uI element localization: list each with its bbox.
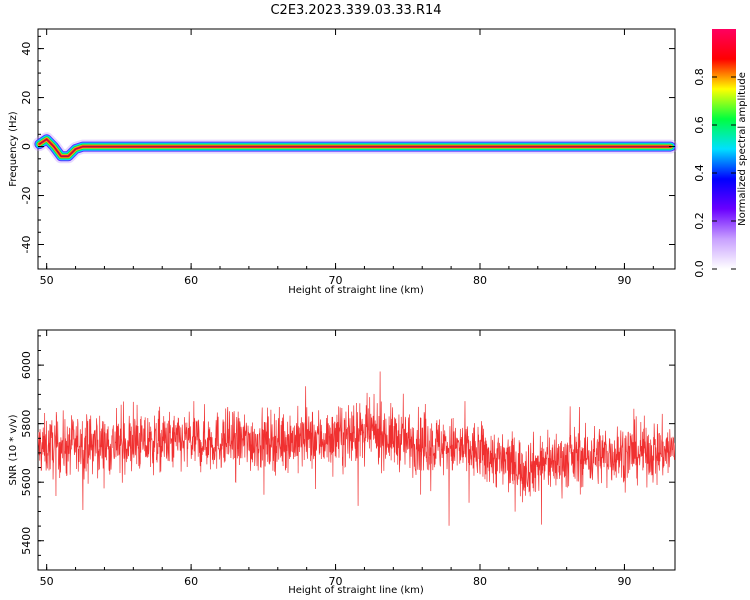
- colorbar-tick-label: 0.8: [693, 68, 706, 86]
- snr-ylabel: SNR (10 * v/v): [8, 414, 19, 485]
- spectrogram-ytick-label: 40: [20, 42, 33, 56]
- colorbar-tick-label: 0.0: [693, 260, 706, 278]
- snr-ytick-label: 5400: [20, 527, 33, 555]
- spectrogram-xtick-label: 90: [617, 274, 631, 287]
- figure-title: C2E3.2023.339.03.33.R14: [270, 3, 441, 18]
- spectrogram-marks: [32, 132, 678, 164]
- snr-xtick-label: 50: [40, 575, 54, 588]
- colorbar-tick-label: 0.2: [693, 212, 706, 230]
- snr-ytick-label: 5800: [20, 410, 33, 438]
- spectrogram-ridge: [39, 138, 671, 157]
- snr-xtick-label: 80: [473, 575, 487, 588]
- snr-axes: 50 60 70 80 90 5400 5600 5800 6000: [20, 330, 675, 588]
- snr-series-line: [38, 371, 675, 526]
- snr-ytick-label: 6000: [20, 351, 33, 379]
- colorbar-tick-label: 0.4: [693, 164, 706, 182]
- snr-xtick-label: 90: [617, 575, 631, 588]
- colorbar-ticks: 0.0 0.2 0.4 0.6 0.8: [693, 68, 736, 278]
- colorbar-tick-label: 0.6: [693, 116, 706, 134]
- spectrogram-ylabel: Frequency (Hz): [8, 111, 19, 187]
- spectrogram-xlabel: Height of straight line (km): [288, 285, 424, 296]
- colorbar-label: Normalized spectral amplitude: [737, 72, 748, 226]
- spectrogram-ytick-label: -40: [20, 236, 33, 254]
- colorbar: 0.0 0.2 0.4 0.6 0.8 Normalized spectral ampl…: [693, 29, 748, 278]
- spectrogram-xtick-label: 60: [184, 274, 198, 287]
- snr-ytick-label: 5600: [20, 468, 33, 496]
- spectrogram-ytick-label: 20: [20, 91, 33, 105]
- snr-xlabel: Height of straight line (km): [288, 585, 424, 596]
- spectrogram-xtick-label: 70: [329, 274, 343, 287]
- spectrogram-panel: 50 60 70 80 90 -40 -20 0 20 40 Height of straight…: [8, 28, 678, 296]
- snr-xtick-label: 60: [184, 575, 198, 588]
- spectrogram-ytick-label: 0: [20, 143, 33, 150]
- snr-panel: 50 60 70 80 90 5400 5600 5800 6000 Height of str…: [8, 329, 676, 596]
- colorbar-gradient: [712, 29, 736, 269]
- spectrogram-xtick-label: 50: [40, 274, 54, 287]
- spectrogram-xtick-label: 80: [473, 274, 487, 287]
- snr-marks: [38, 371, 675, 526]
- spectrogram-ytick-label: -20: [20, 187, 33, 205]
- snr-xtick-label: 70: [329, 575, 343, 588]
- spectrogram-axes: 50 60 70 80 90 -40 -20 0 20 40: [20, 29, 675, 287]
